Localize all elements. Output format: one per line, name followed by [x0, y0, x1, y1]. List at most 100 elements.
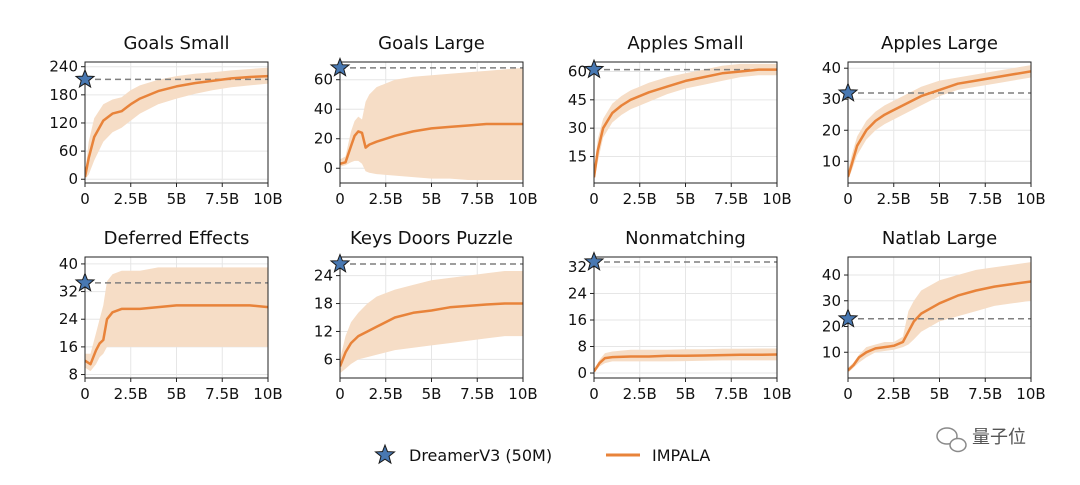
x-tick-label: 7.5B — [968, 190, 1002, 208]
x-tick-label: 2.5B — [877, 385, 911, 403]
panel-title: Nonmatching — [625, 228, 746, 249]
x-tick-label: 0 — [589, 190, 599, 208]
watermark: 量子位 — [936, 427, 1026, 453]
y-tick-label: 16 — [59, 338, 78, 356]
x-tick-label: 7.5B — [714, 385, 748, 403]
y-tick-label: 15 — [568, 148, 587, 166]
panel-title: Natlab Large — [882, 228, 997, 249]
x-tick-label: 2.5B — [114, 190, 148, 208]
impala-confidence-band — [848, 65, 1031, 180]
y-tick-label: 40 — [314, 100, 333, 118]
y-tick-label: 40 — [59, 255, 78, 273]
y-tick-label: 0 — [323, 159, 333, 177]
y-tick-label: 40 — [822, 266, 841, 284]
panel-1: 0 2.5B 5B 7.5B 10B 0 60 120 180 240 Goals Small — [49, 33, 282, 208]
dreamer-star-marker — [837, 307, 859, 328]
y-tick-label: 120 — [49, 114, 78, 132]
x-tick-label: 0 — [335, 385, 345, 403]
dreamer-star-marker — [329, 253, 351, 273]
x-tick-label: 7.5B — [460, 385, 494, 403]
data-layer — [85, 267, 268, 372]
y-tick-label: 8 — [577, 338, 587, 356]
x-tick-label: 7.5B — [205, 190, 239, 208]
y-tick-label: 30 — [822, 90, 841, 108]
x-tick-label: 2.5B — [369, 385, 403, 403]
x-tick-label: 10B — [508, 190, 537, 208]
x-tick-label: 5B — [676, 385, 696, 403]
y-tick-label: 180 — [49, 86, 78, 104]
panel-title: Goals Large — [378, 33, 485, 54]
y-tick-label: 10 — [822, 152, 841, 170]
legend-label-impala: IMPALA — [652, 446, 710, 465]
x-tick-label: 10B — [762, 385, 791, 403]
x-tick-label: 7.5B — [714, 190, 748, 208]
panel-title: Apples Large — [881, 33, 998, 54]
panel-5: 0 2.5B 5B 7.5B 10B 8 16 24 32 40 Deferred Effects — [59, 228, 283, 403]
y-tick-label: 8 — [68, 366, 78, 384]
y-tick-label: 20 — [314, 130, 333, 148]
dreamer-star-marker — [74, 271, 96, 292]
x-tick-label: 10B — [508, 385, 537, 403]
y-tick-label: 30 — [822, 292, 841, 310]
impala-line — [848, 280, 1031, 372]
y-tick-label: 20 — [822, 121, 841, 139]
x-tick-label: 0 — [80, 385, 90, 403]
y-tick-label: 45 — [568, 91, 587, 109]
y-tick-label: 24 — [314, 267, 333, 285]
data-layer — [340, 263, 523, 374]
y-tick-label: 240 — [49, 58, 78, 76]
impala-line — [848, 70, 1031, 178]
x-tick-label: 10B — [762, 190, 791, 208]
x-tick-label: 0 — [589, 385, 599, 403]
x-tick-label: 10B — [253, 190, 282, 208]
y-tick-label: 18 — [314, 295, 333, 313]
watermark-text: 量子位 — [972, 427, 1026, 448]
impala-line — [594, 353, 777, 373]
legend: DreamerV3 (50M) IMPALA — [374, 443, 710, 465]
x-tick-label: 5B — [167, 190, 187, 208]
x-tick-label: 2.5B — [114, 385, 148, 403]
wechat-icon — [936, 427, 967, 453]
panel-6: 0 2.5B 5B 7.5B 10B 6 12 18 24 Keys Doors Puzzle — [314, 228, 538, 403]
impala-confidence-band — [340, 67, 523, 180]
panel-2: 0 2.5B 5B 7.5B 10B 0 20 40 60 Goals Large — [314, 33, 538, 208]
impala-line — [340, 122, 523, 166]
data-layer — [848, 262, 1031, 373]
data-layer — [594, 63, 777, 182]
x-tick-label: 0 — [843, 190, 853, 208]
x-tick-label: 5B — [422, 385, 442, 403]
panel-title: Apples Small — [627, 33, 743, 54]
x-tick-label: 5B — [167, 385, 187, 403]
dreamer-star-marker — [837, 82, 859, 102]
data-layer — [848, 65, 1031, 180]
y-tick-label: 6 — [323, 350, 333, 368]
y-tick-label: 24 — [568, 284, 587, 302]
legend-label-dreamer: DreamerV3 (50M) — [409, 446, 552, 465]
x-tick-label: 0 — [335, 190, 345, 208]
panel-title: Deferred Effects — [104, 228, 250, 249]
panel-title: Keys Doors Puzzle — [350, 228, 513, 249]
x-tick-label: 2.5B — [623, 190, 657, 208]
dreamer-star-marker — [74, 68, 96, 89]
x-tick-label: 2.5B — [623, 385, 657, 403]
y-tick-label: 10 — [822, 343, 841, 361]
impala-confidence-band — [340, 271, 523, 374]
y-tick-label: 0 — [577, 364, 587, 382]
x-tick-label: 10B — [1016, 385, 1045, 403]
panel-title: Goals Small — [123, 33, 229, 54]
panel-4: 0 2.5B 5B 7.5B 10B 10 20 30 40 Apples Large — [822, 33, 1046, 208]
y-tick-label: 32 — [568, 258, 587, 276]
x-tick-label: 7.5B — [968, 385, 1002, 403]
x-tick-label: 2.5B — [877, 190, 911, 208]
impala-line — [85, 74, 268, 178]
x-tick-label: 5B — [930, 190, 950, 208]
impala-confidence-band — [85, 267, 268, 372]
y-tick-label: 60 — [59, 142, 78, 160]
y-tick-label: 0 — [68, 170, 78, 188]
y-tick-label: 30 — [568, 119, 587, 137]
x-tick-label: 10B — [1016, 190, 1045, 208]
y-tick-label: 60 — [568, 62, 587, 80]
x-tick-label: 7.5B — [205, 385, 239, 403]
impala-line — [85, 304, 268, 366]
